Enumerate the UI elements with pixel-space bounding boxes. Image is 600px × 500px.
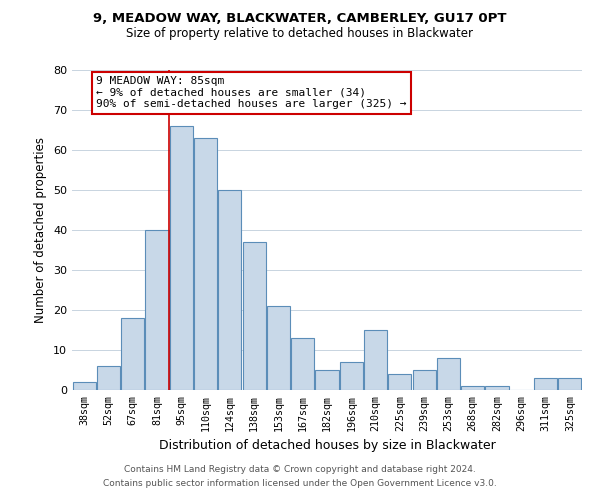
- Bar: [145, 230, 169, 390]
- Text: 9, MEADOW WAY, BLACKWATER, CAMBERLEY, GU17 0PT: 9, MEADOW WAY, BLACKWATER, CAMBERLEY, GU…: [93, 12, 507, 26]
- Bar: [461, 386, 484, 390]
- X-axis label: Distribution of detached houses by size in Blackwater: Distribution of detached houses by size …: [158, 439, 496, 452]
- Bar: [388, 374, 412, 390]
- Bar: [267, 306, 290, 390]
- Text: 9 MEADOW WAY: 85sqm
← 9% of detached houses are smaller (34)
90% of semi-detache: 9 MEADOW WAY: 85sqm ← 9% of detached hou…: [96, 76, 407, 109]
- Bar: [485, 386, 509, 390]
- Bar: [364, 330, 387, 390]
- Bar: [534, 378, 557, 390]
- Bar: [170, 126, 193, 390]
- Bar: [194, 138, 217, 390]
- Bar: [437, 358, 460, 390]
- Bar: [413, 370, 436, 390]
- Bar: [242, 242, 266, 390]
- Text: Size of property relative to detached houses in Blackwater: Size of property relative to detached ho…: [127, 28, 473, 40]
- Bar: [73, 382, 95, 390]
- Bar: [316, 370, 338, 390]
- Y-axis label: Number of detached properties: Number of detached properties: [34, 137, 47, 323]
- Bar: [97, 366, 120, 390]
- Bar: [121, 318, 144, 390]
- Bar: [218, 190, 241, 390]
- Bar: [291, 338, 314, 390]
- Text: Contains HM Land Registry data © Crown copyright and database right 2024.
Contai: Contains HM Land Registry data © Crown c…: [103, 466, 497, 487]
- Bar: [340, 362, 363, 390]
- Bar: [559, 378, 581, 390]
